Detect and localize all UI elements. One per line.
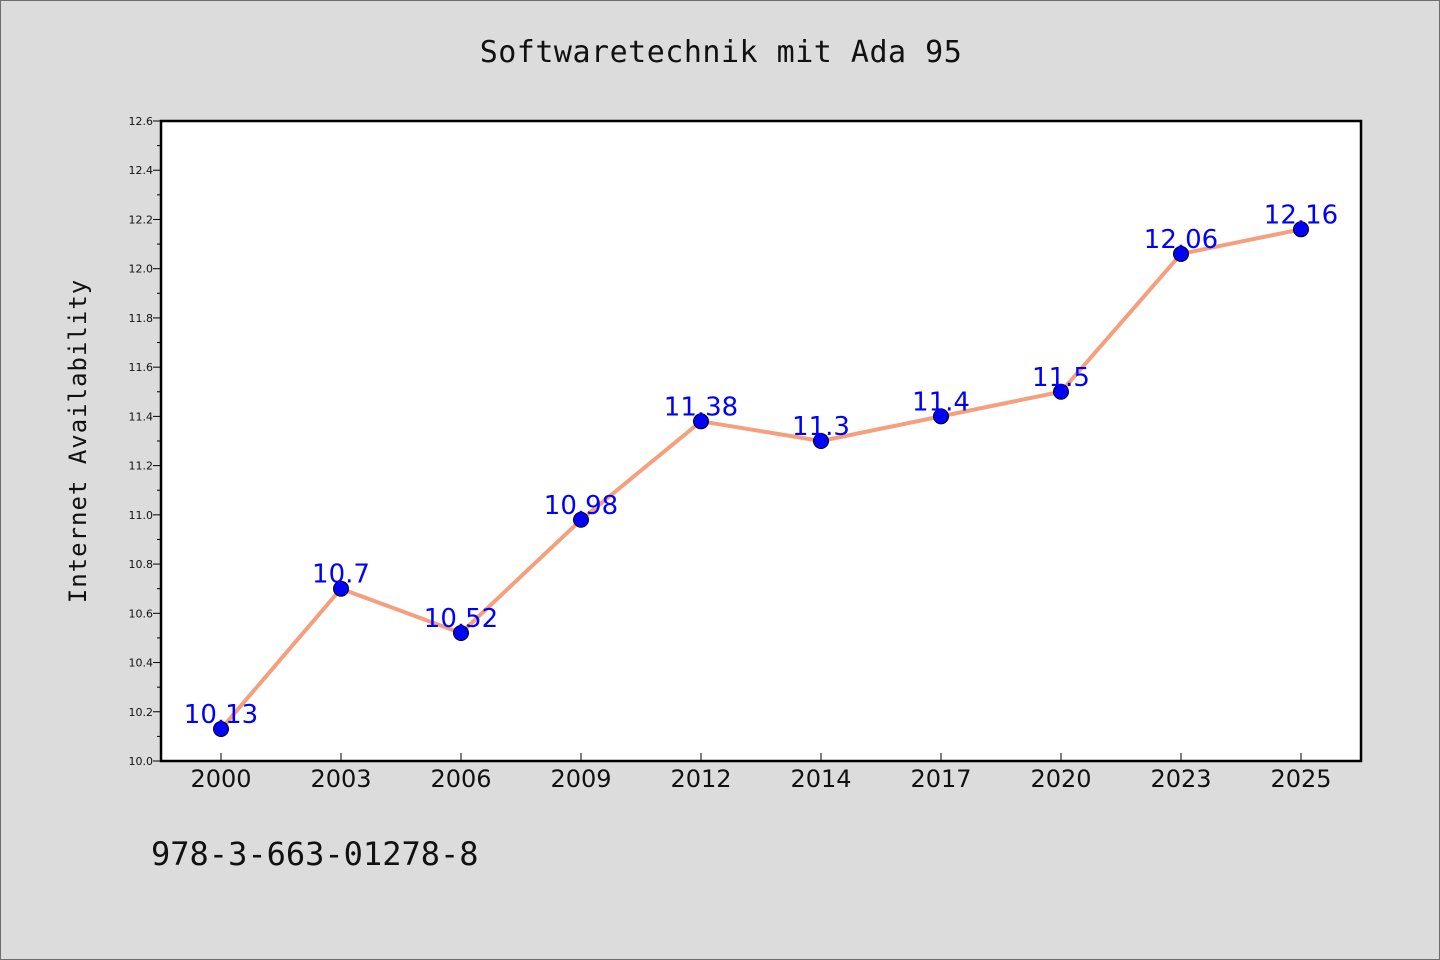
x-tick-label: 2017 <box>910 765 971 793</box>
data-label: 12.16 <box>1264 200 1338 230</box>
y-tick-label: 12.6 <box>129 115 154 128</box>
data-point <box>1173 245 1189 262</box>
y-tick-label: 11.0 <box>129 509 154 522</box>
x-tick-label: 2000 <box>190 765 251 793</box>
data-point <box>813 433 829 449</box>
data-label: 11.5 <box>1032 363 1090 393</box>
chart-title: Softwaretechnik mit Ada 95 <box>479 35 963 70</box>
data-point <box>333 580 349 597</box>
plot-area <box>161 121 1361 761</box>
data-label: 10.13 <box>184 700 258 730</box>
data-label: 10.7 <box>312 560 370 590</box>
data-point <box>693 413 709 430</box>
y-tick-label: 10.2 <box>129 706 154 719</box>
y-tick-label: 12.0 <box>129 263 154 276</box>
x-tick-label: 2009 <box>550 765 611 793</box>
x-tick-label: 2006 <box>430 765 491 793</box>
data-label: 11.4 <box>912 387 970 417</box>
plot-frame <box>159 119 1363 763</box>
y-tick-label: 11.2 <box>129 460 154 473</box>
series-line <box>219 227 1303 731</box>
y-tick-label: 10.6 <box>129 607 154 620</box>
x-tick-label: 2020 <box>1030 765 1091 793</box>
x-tick-label: 2025 <box>1270 765 1331 793</box>
data-point <box>933 408 949 425</box>
x-tick-label: 2023 <box>1150 765 1211 793</box>
x-tick-label: 2012 <box>670 765 731 793</box>
data-point <box>573 511 589 528</box>
x-tick-label: 2003 <box>310 765 371 793</box>
x-tick-label: 2014 <box>790 765 851 793</box>
data-label: 10.98 <box>544 491 618 521</box>
y-tick-label: 11.8 <box>129 312 154 325</box>
isbn-text: 978-3-663-01278-8 <box>151 835 479 873</box>
data-label: 11.38 <box>664 392 738 422</box>
data-label: 10.52 <box>424 604 498 634</box>
y-tick-label: 10.8 <box>129 558 154 571</box>
y-tick-label: 12.2 <box>129 213 154 226</box>
y-tick-label: 10.0 <box>129 755 154 768</box>
y-tick-label: 11.6 <box>129 361 154 374</box>
data-label: 12.06 <box>1144 225 1218 255</box>
y-tick-label: 10.4 <box>129 657 154 670</box>
y-axis-label: Internet Availability <box>64 279 92 603</box>
data-point <box>213 721 229 737</box>
data-point <box>453 625 469 641</box>
data-point <box>1293 221 1309 238</box>
data-point <box>1053 383 1069 400</box>
y-tick-label: 11.4 <box>129 410 154 423</box>
data-label: 11.3 <box>792 412 850 442</box>
y-tick-label: 12.4 <box>129 164 154 177</box>
